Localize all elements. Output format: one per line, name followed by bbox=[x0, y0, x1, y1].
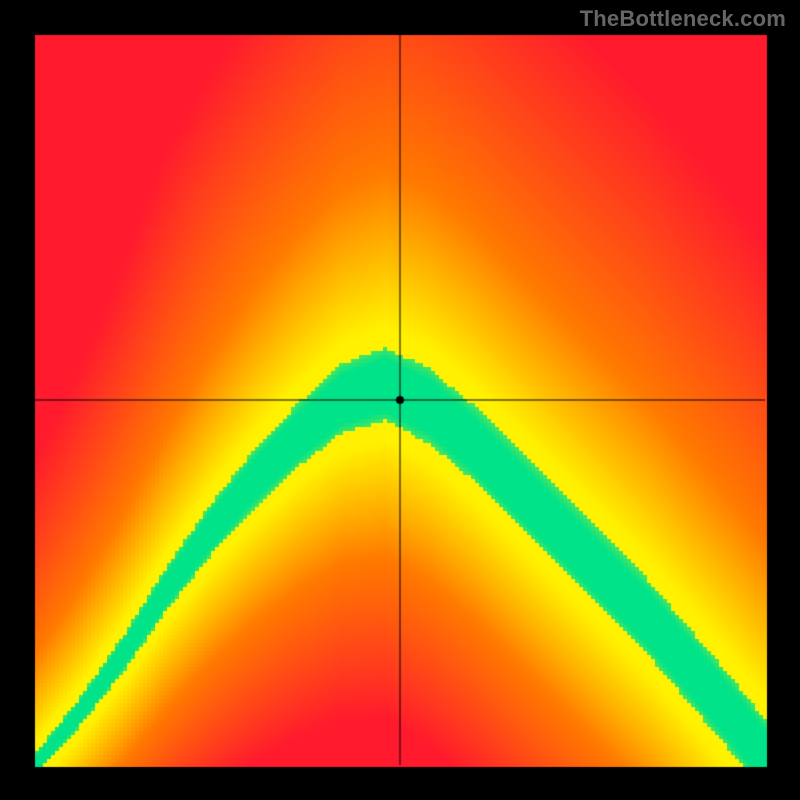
chart-container: TheBottleneck.com bbox=[0, 0, 800, 800]
watermark-label: TheBottleneck.com bbox=[580, 6, 786, 32]
bottleneck-heatmap bbox=[0, 0, 800, 800]
